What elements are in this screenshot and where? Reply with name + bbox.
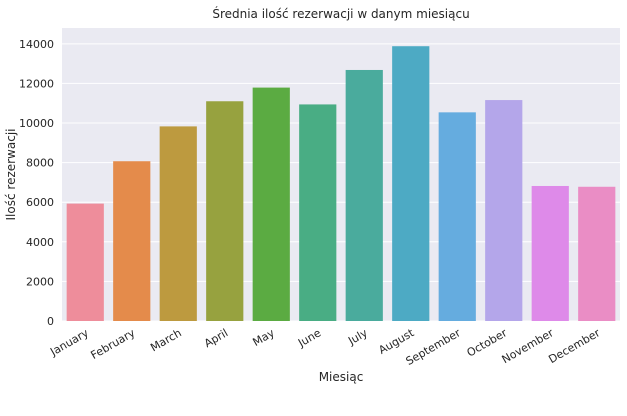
bar-may <box>252 87 290 321</box>
y-tick-label: 0 <box>47 315 54 328</box>
bar-july <box>345 69 383 321</box>
y-tick-labels: 0 2000 4000 6000 8000 10000 12000 14000 <box>19 38 54 328</box>
bar-december <box>578 186 616 321</box>
x-tick-label: January <box>47 326 91 359</box>
bar-january <box>66 203 104 321</box>
grid-lines <box>62 43 620 322</box>
plot-background <box>62 28 620 321</box>
y-tick-label: 14000 <box>19 38 54 51</box>
y-tick-label: 12000 <box>19 77 54 90</box>
chart-title: Średnia ilość rezerwacji w danym miesiąc… <box>212 6 469 21</box>
bar-march <box>159 126 197 321</box>
x-tick-label: March <box>148 326 184 354</box>
x-tick-label: May <box>251 326 278 349</box>
x-tick-label: November <box>500 326 556 366</box>
x-tick-label: June <box>295 326 323 350</box>
x-axis-label: Miesiąc <box>319 370 364 384</box>
x-tick-label: December <box>546 326 602 366</box>
x-tick-label: July <box>345 326 370 348</box>
bar-february <box>113 161 151 321</box>
bar-june <box>299 104 337 321</box>
x-tick-label: April <box>202 326 230 350</box>
bar-november <box>531 185 569 321</box>
y-tick-label: 6000 <box>26 196 54 209</box>
y-tick-label: 2000 <box>26 275 54 288</box>
bar-september <box>438 112 476 321</box>
y-tick-label: 4000 <box>26 236 54 249</box>
y-tick-label: 10000 <box>19 117 54 130</box>
bars <box>66 46 616 322</box>
bar-august <box>392 46 430 322</box>
bar-april <box>206 101 244 321</box>
y-axis-label: Ilość rezerwacji <box>4 129 18 221</box>
y-tick-label: 8000 <box>26 157 54 170</box>
x-tick-label: February <box>89 326 138 362</box>
bar-october <box>485 100 523 321</box>
